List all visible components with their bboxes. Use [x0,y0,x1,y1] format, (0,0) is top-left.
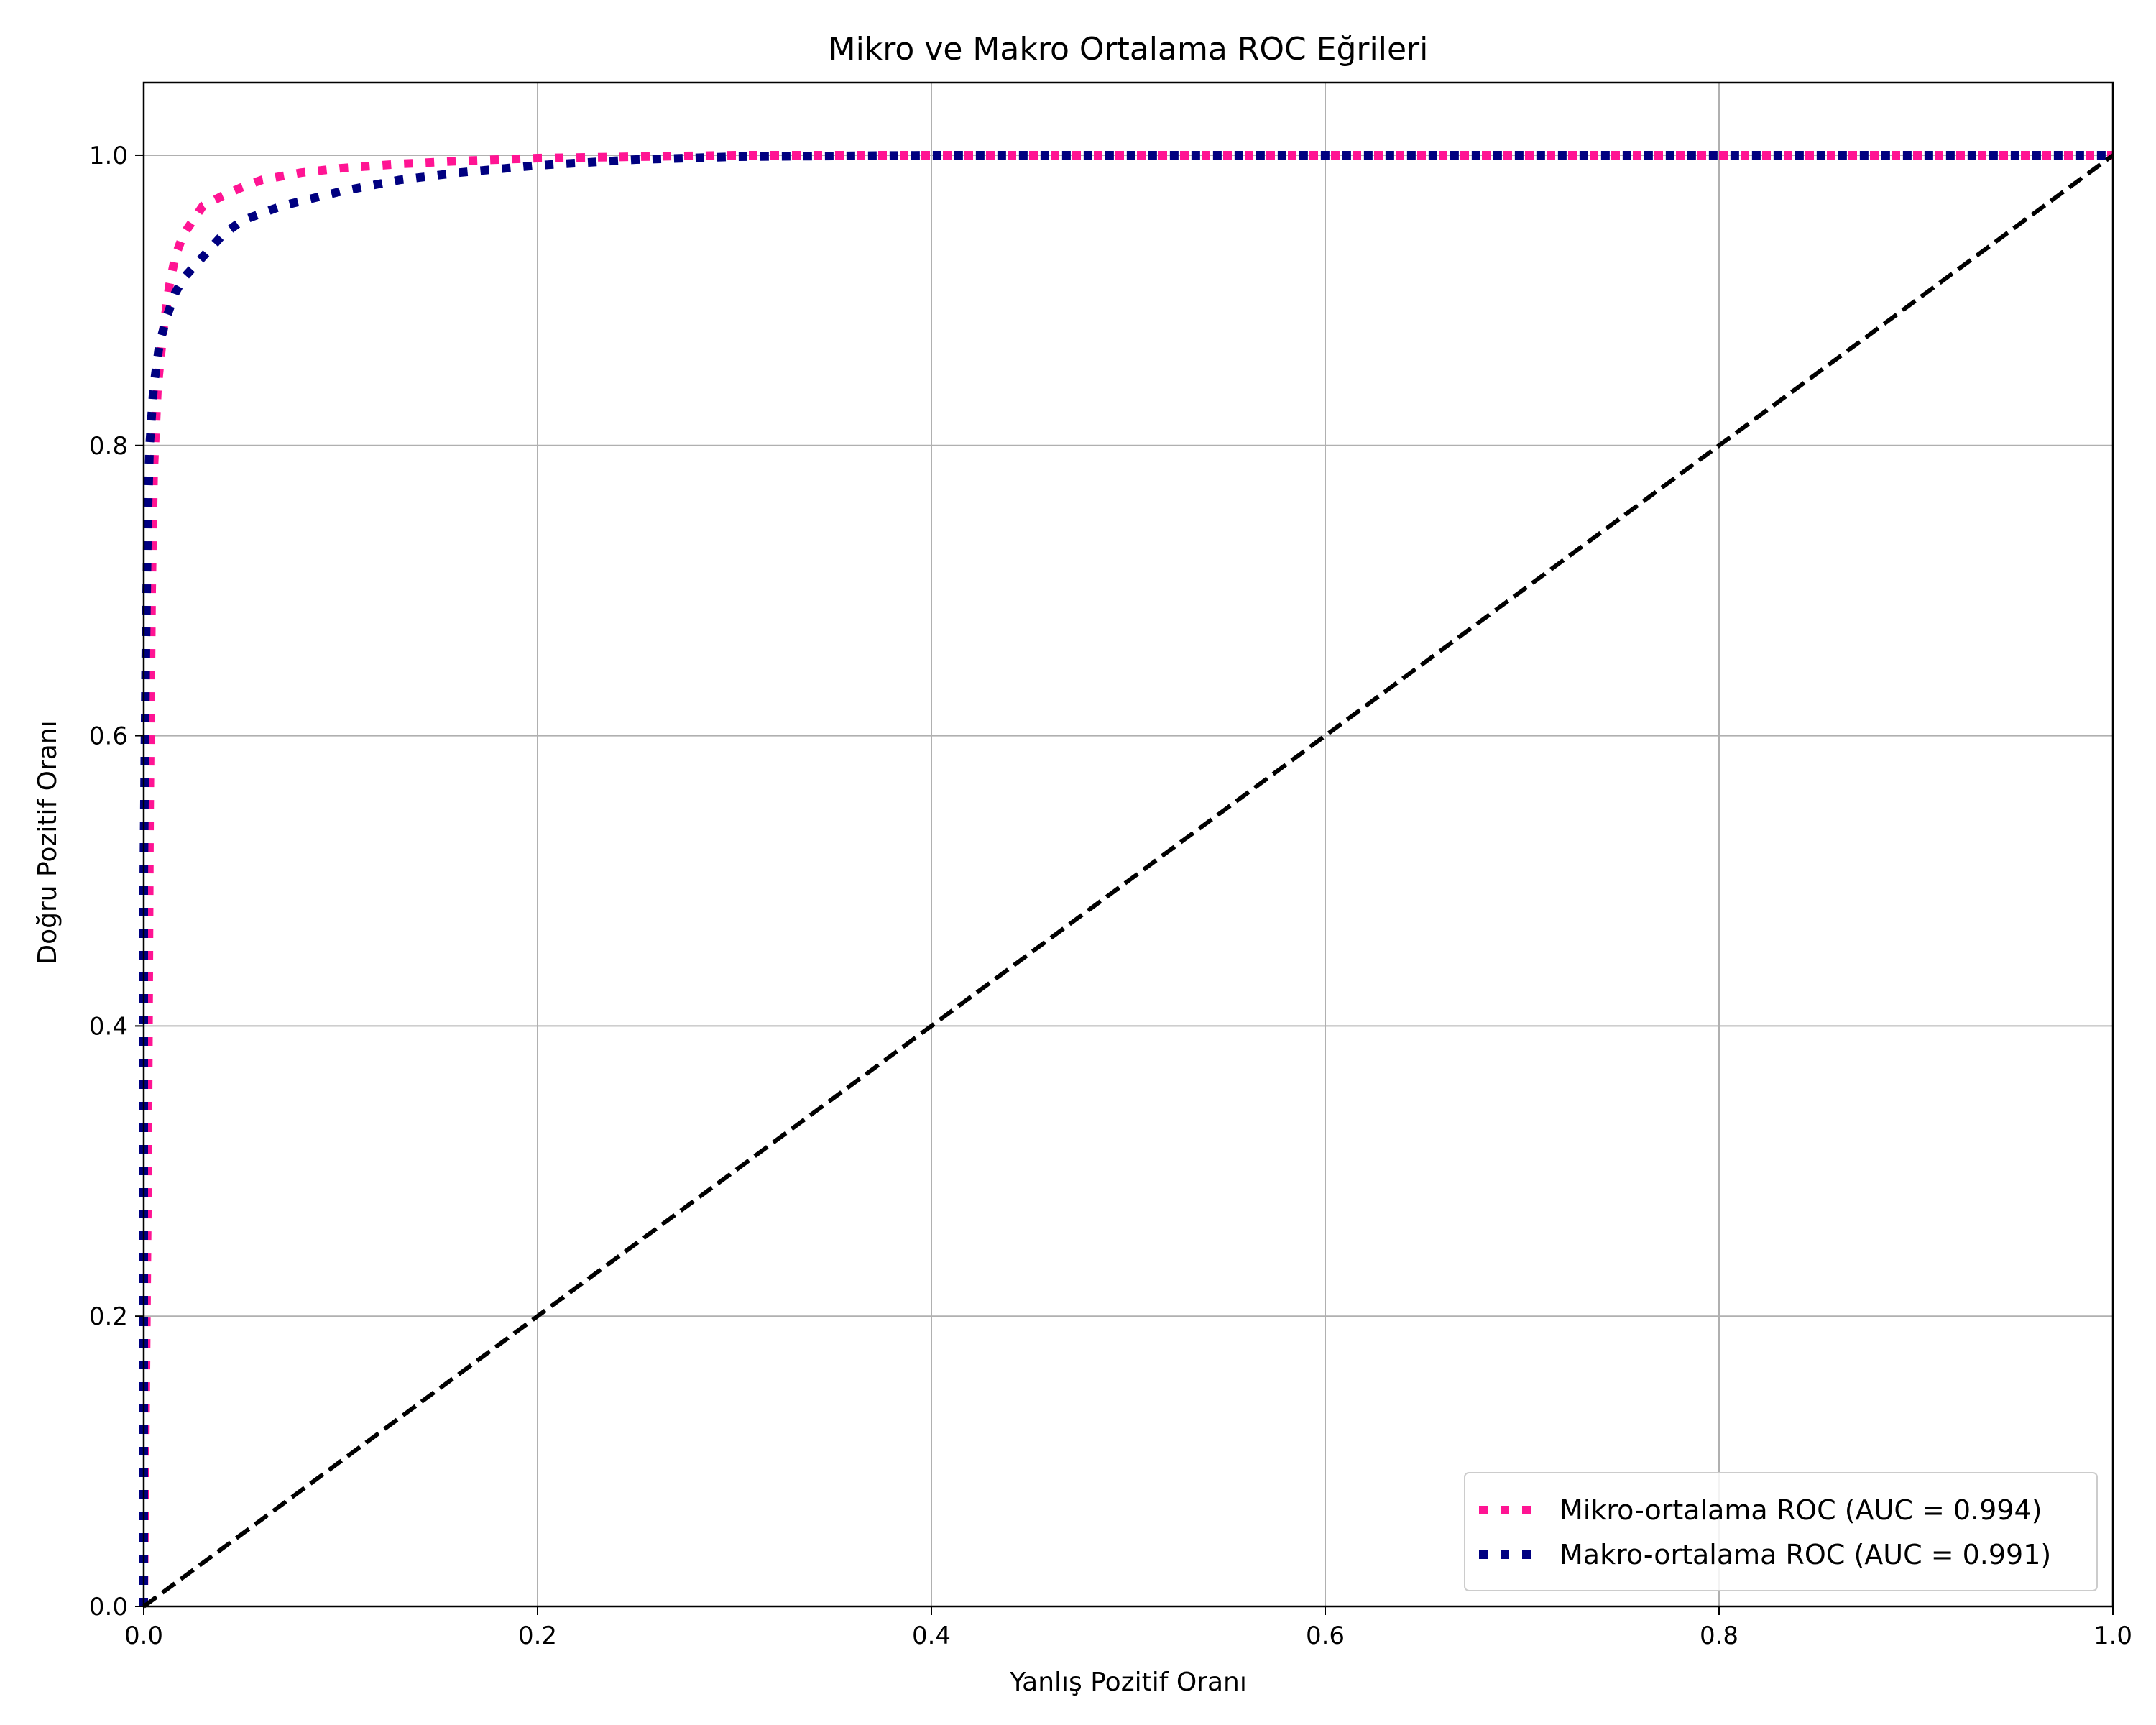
x-tick-label: 0.0 [124,1622,163,1650]
y-tick-label: 0.2 [89,1302,128,1331]
legend-box [1464,1472,2098,1591]
y-tick-label: 1.0 [89,142,128,170]
ticks: 0.0 0.2 0.4 0.6 0.8 1.0 0.0 0.2 0.4 0.6 0.8 1.0 [89,142,2132,1650]
y-tick-label: 0.4 [89,1012,128,1041]
legend-entry: Makro-ortalama ROC (AUC = 0.991) [1560,1539,2051,1570]
y-axis-label: Doğru Pozitif Oranı [33,720,63,964]
x-tick-label: 0.2 [518,1622,557,1650]
x-tick-label: 0.8 [1700,1622,1738,1650]
x-axis-label: Yanlış Pozitif Oranı [1009,1668,1247,1697]
legend: Mikro-ortalama ROC (AUC = 0.994) Makro-or… [1464,1472,2098,1591]
x-tick-label: 0.4 [912,1622,951,1650]
x-tick-label: 0.6 [1306,1622,1345,1650]
chart-title: Mikro ve Makro Ortalama ROC Eğrileri [829,31,1429,68]
plot-frame [142,81,2114,1608]
series-group [139,151,2114,1609]
roc-series-line-0 [139,151,2113,1607]
y-tick-label: 0.0 [89,1593,128,1622]
x-tick-label: 1.0 [2093,1622,2132,1650]
y-tick-label: 0.6 [89,722,128,751]
y-tick-label: 0.8 [89,432,128,461]
legend-entry: Mikro-ortalama ROC (AUC = 0.994) [1560,1494,2042,1526]
roc-series-line-1 [139,151,2113,1606]
chance-diagonal-line [142,153,2114,1609]
